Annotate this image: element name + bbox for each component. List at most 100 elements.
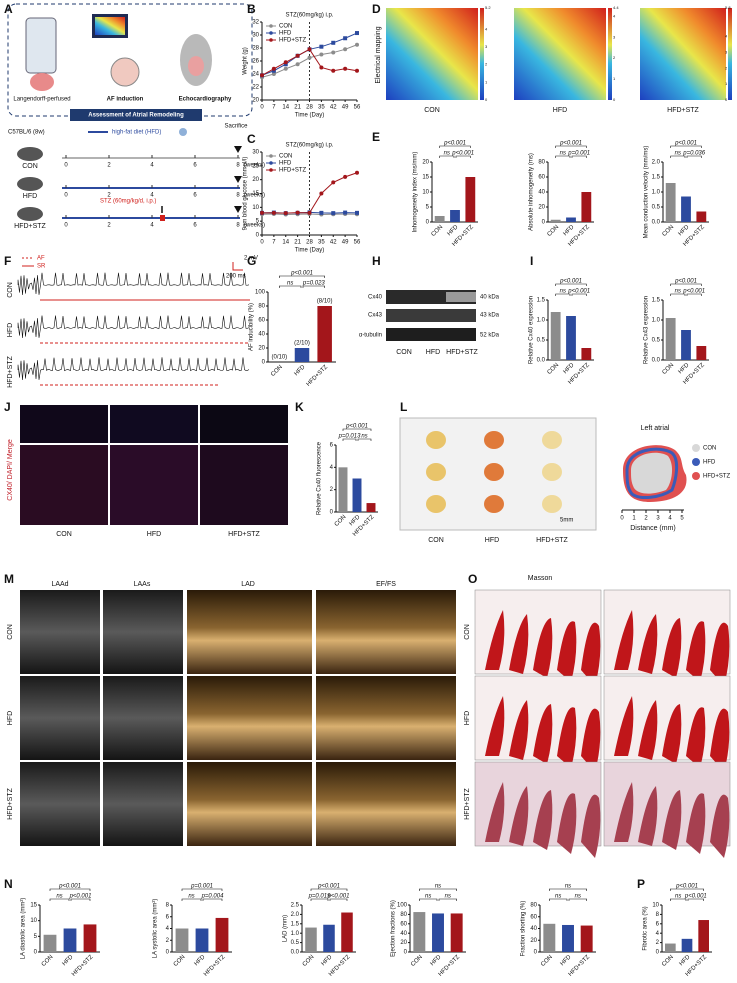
y-axis-label: LA diastolic area (mm²) — [21, 898, 27, 960]
y-tick-label: 1.5 — [291, 921, 300, 927]
echo-image — [316, 590, 456, 674]
week-label: 8 — [236, 163, 240, 169]
col-label: LAD — [241, 581, 255, 588]
group-label: HFD — [23, 193, 37, 200]
bracket — [49, 888, 91, 891]
bracket — [310, 898, 329, 901]
y-tick-label: 20 — [252, 98, 259, 104]
x-tick-label: 5 — [680, 516, 684, 522]
y-tick-label: 2.5 — [291, 903, 300, 909]
y-tick-label: 10 — [252, 205, 259, 211]
x-tick-label: HFD — [194, 954, 207, 967]
step-label: Echocardiography — [179, 97, 232, 103]
x-tick-label: 3 — [656, 516, 660, 522]
tissue — [710, 622, 730, 686]
x-tick-label: CON — [270, 364, 284, 378]
bar — [215, 917, 229, 952]
y-axis-label: 9am blood glucose (mmol/l) — [243, 157, 249, 231]
panel-letter: D — [372, 2, 381, 16]
scale-label: 2 mV — [244, 256, 258, 262]
annotation: STZ(60mg/kg) i.p. — [285, 13, 333, 19]
bar — [63, 928, 77, 952]
y-tick-label: 1.0 — [291, 931, 300, 937]
y-tick-label: 10 — [422, 190, 429, 196]
colorbar-label: 0 — [485, 97, 488, 102]
scale-label: 5mm — [560, 518, 573, 524]
point — [319, 44, 324, 49]
bracket — [571, 155, 587, 158]
bracket — [342, 438, 357, 441]
y-axis-label: AF inducibility (%) — [249, 303, 255, 351]
point — [355, 170, 359, 175]
pellet — [426, 431, 446, 449]
bracket — [49, 898, 70, 901]
bracket — [439, 145, 471, 148]
scale-label: 200 ms — [226, 274, 246, 280]
point — [307, 47, 312, 52]
o-title: Masson — [528, 575, 553, 582]
point — [271, 66, 276, 71]
significance: p<0.001 — [327, 894, 350, 900]
bracket — [555, 293, 571, 296]
week-label: 6 — [193, 223, 197, 229]
point — [343, 47, 348, 52]
pellet — [542, 495, 562, 513]
point — [319, 65, 324, 70]
tissue — [614, 696, 634, 756]
bracket — [670, 145, 702, 148]
y-tick-label: 30 — [252, 150, 259, 156]
legend-label: CON — [703, 446, 716, 452]
y-tick-label: 4 — [656, 931, 660, 937]
diet-label: high-fat diet (HFD) — [112, 130, 161, 136]
panel-letter: N — [4, 877, 13, 891]
mouse-icon — [17, 147, 43, 161]
y-axis-label: Ejection fractions (%) — [391, 900, 397, 957]
d-label: Electrical mapping — [375, 26, 382, 83]
panel-letter: P — [637, 877, 645, 891]
point — [260, 73, 264, 78]
significance: ns — [565, 884, 571, 890]
point — [271, 72, 276, 76]
point — [343, 210, 348, 215]
bracket — [329, 898, 348, 901]
tissue — [581, 708, 601, 772]
echo-image — [187, 762, 312, 846]
heatmap-image — [386, 8, 478, 100]
colorbar-label: 5.8 — [725, 5, 731, 10]
x-tick-label: HFD — [560, 954, 573, 967]
row-label: HFD+STZ — [7, 787, 14, 819]
row-label: CON — [7, 282, 14, 298]
tissue — [614, 782, 634, 842]
group-label: CON — [22, 163, 38, 170]
echo-image — [103, 762, 183, 846]
y-tick-label: 20 — [258, 346, 265, 352]
y-tick-label: 20 — [400, 940, 407, 946]
x-tick-label: 4 — [668, 516, 672, 522]
row-label: HFD — [7, 711, 14, 725]
bar — [696, 346, 707, 360]
y-tick-label: 2.0 — [291, 912, 300, 918]
y-tick-label: 100 — [397, 903, 408, 909]
x-tick-label: HFD+STZ — [306, 364, 330, 388]
colorbar-label: 4 — [725, 34, 728, 39]
colorbar-label: 5.2 — [485, 5, 491, 10]
y-tick-label: 0.5 — [291, 940, 300, 946]
tissue — [533, 790, 553, 850]
value-label: (2/10) — [294, 341, 310, 347]
y-tick-label: 32 — [252, 20, 259, 26]
point — [295, 53, 300, 58]
legend-label: AF — [37, 256, 45, 262]
significance: ns — [361, 434, 367, 440]
y-tick-label: 0 — [34, 950, 38, 956]
x-tick-label: 56 — [354, 105, 361, 111]
legend-label: HFD — [279, 31, 292, 37]
j-caption: CON — [56, 531, 72, 538]
significance: p<0.001 — [69, 894, 92, 900]
x-tick-label: 14 — [282, 105, 289, 111]
y-tick-label: 0.0 — [291, 950, 300, 956]
col-label: LAAd — [51, 581, 68, 588]
x-tick-label: 0 — [260, 240, 264, 246]
tissue — [509, 614, 529, 674]
x-axis-label: Time (Day) — [295, 248, 324, 254]
colorbar-label: 1 — [725, 81, 728, 86]
